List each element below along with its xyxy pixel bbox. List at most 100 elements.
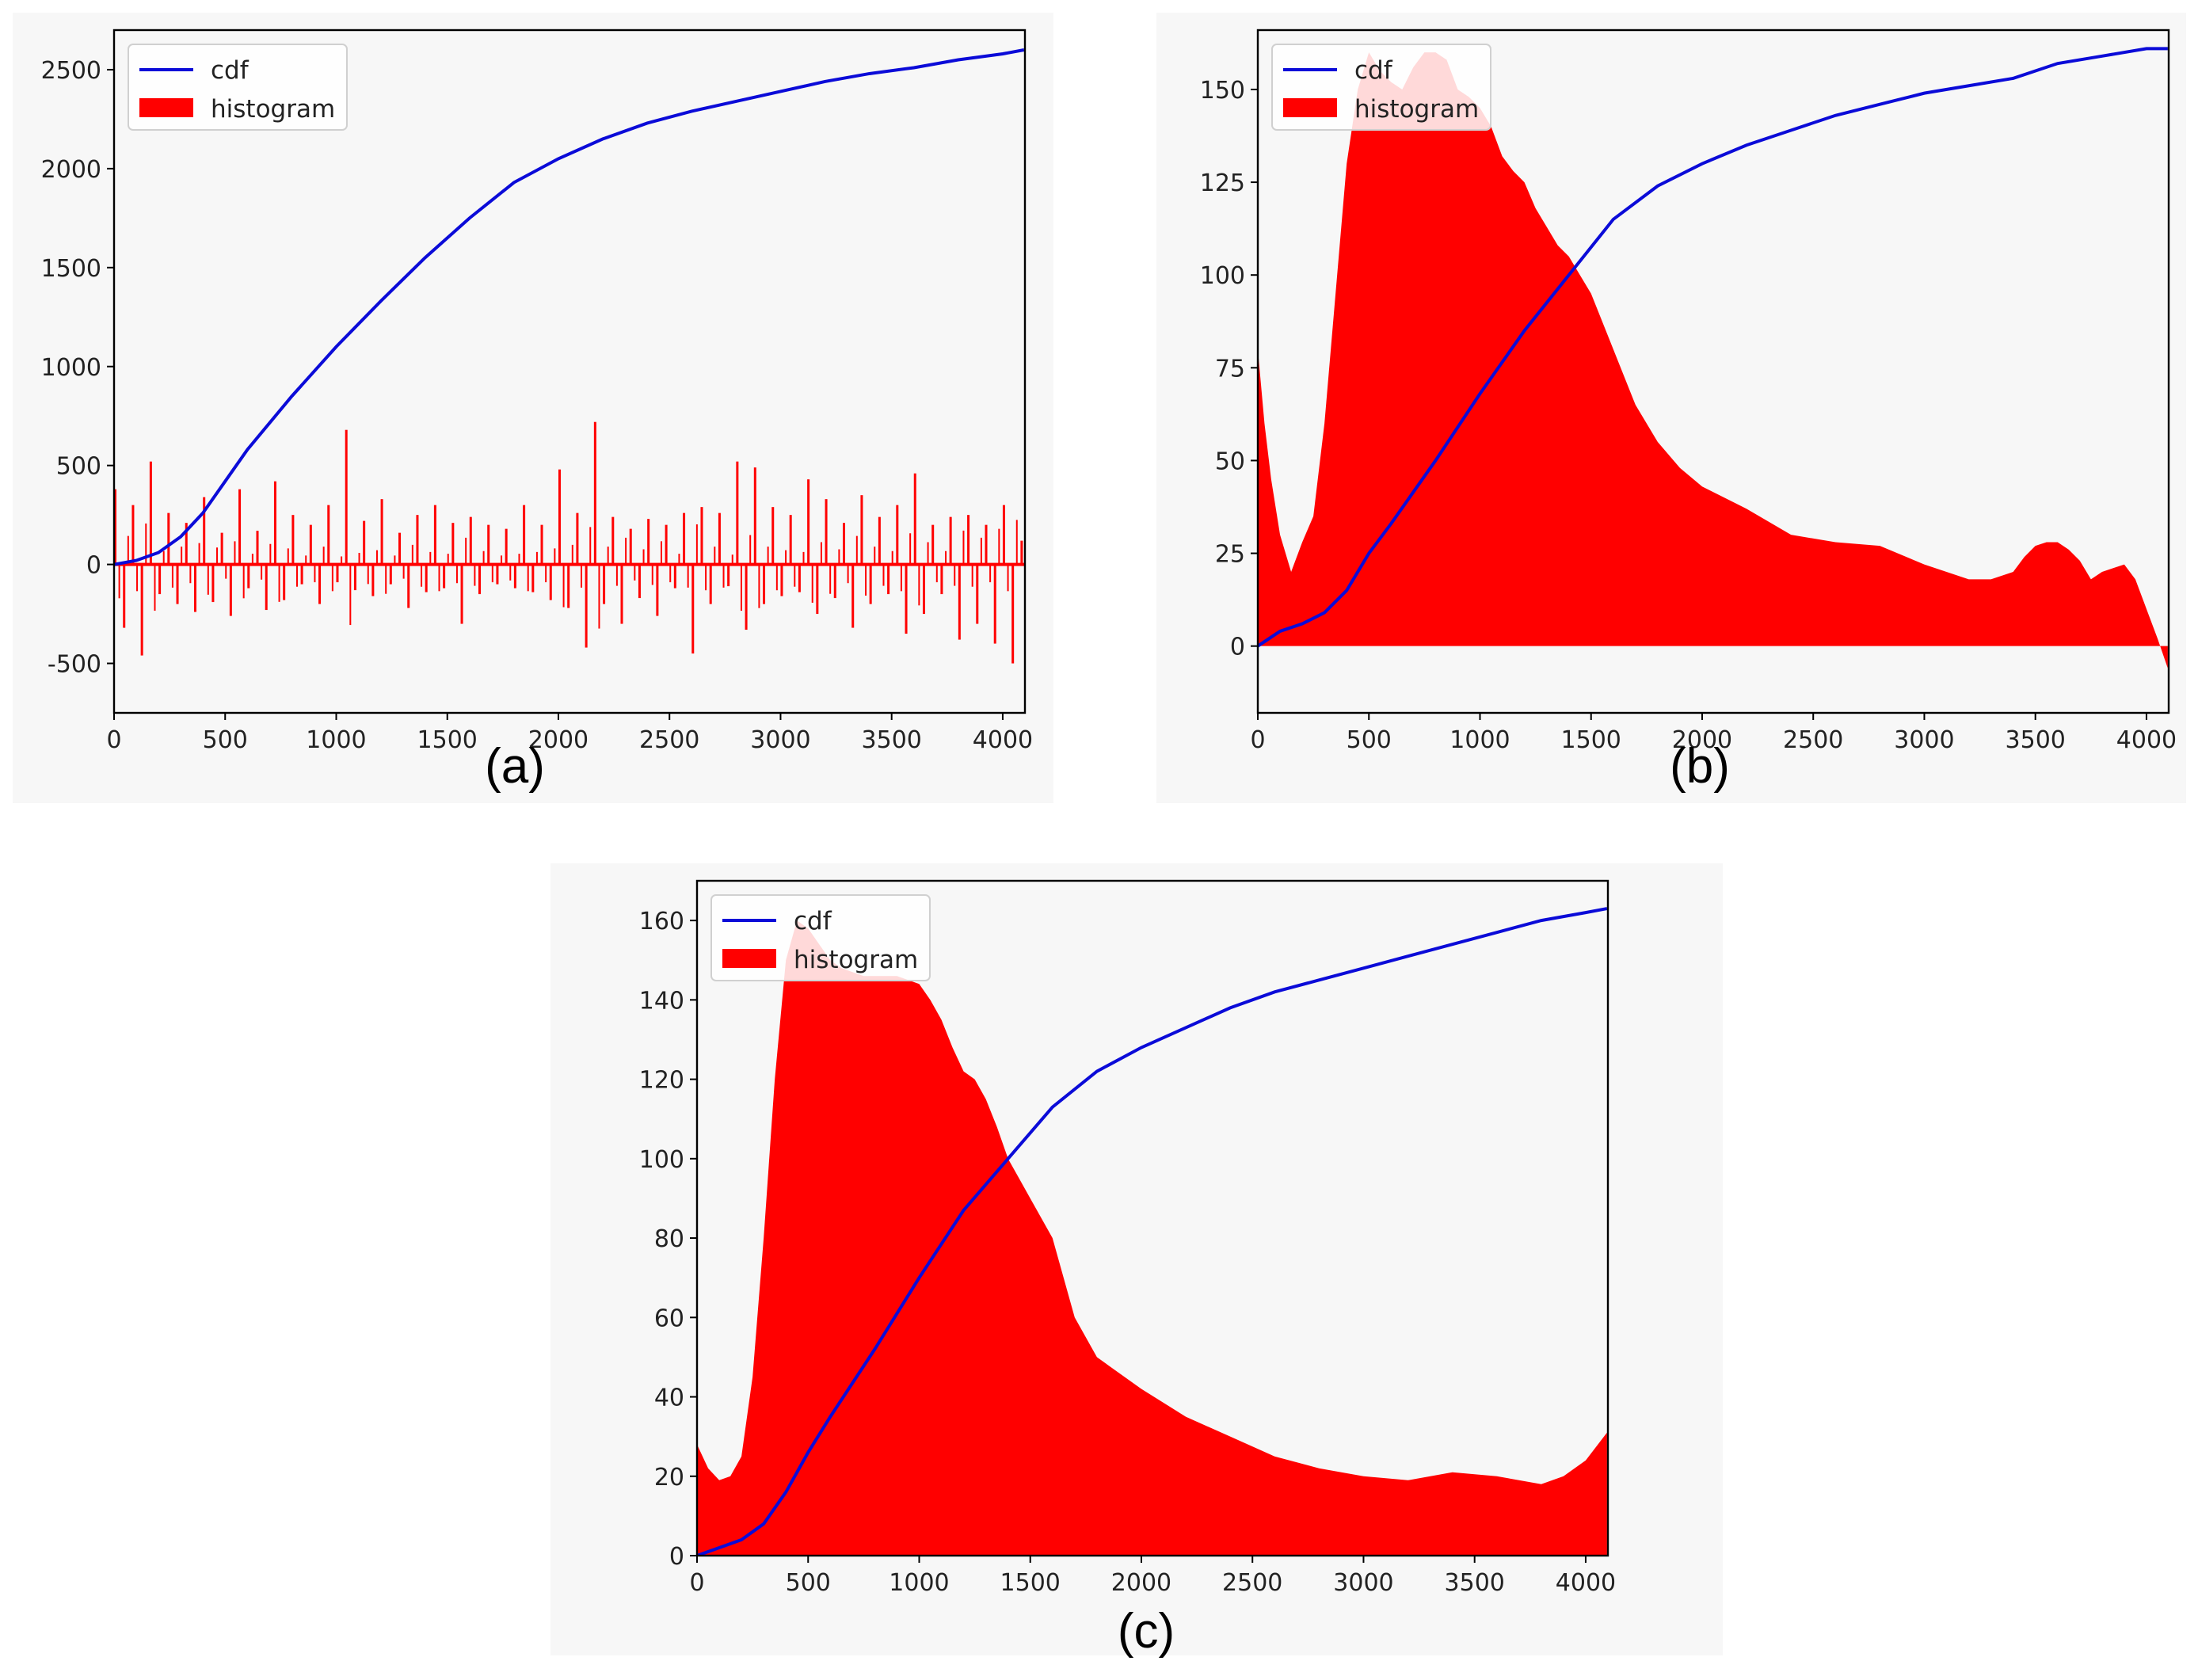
- chart-a-xtick-label: 500: [203, 726, 248, 754]
- chart-c-legend: cdf histogram: [710, 894, 931, 981]
- chart-b-ytick-label: 75: [1215, 355, 1245, 383]
- chart-a-histogram-bar: [620, 564, 623, 624]
- chart-c-ytick-label: 140: [639, 987, 684, 1015]
- chart-a-histogram-bar: [203, 497, 206, 565]
- chart-a-histogram-bar: [642, 549, 645, 565]
- chart-b-legend-cdf-label: cdf: [1354, 56, 1393, 85]
- chart-a-histogram-bar: [513, 564, 516, 589]
- chart-a-histogram-bar: [491, 564, 493, 583]
- chart-b-xtick-label: 500: [1347, 726, 1392, 754]
- chart-a-histogram-bar: [171, 564, 173, 588]
- chart-a-legend-histogram-swatch: [139, 98, 193, 117]
- chart-a-histogram-bar: [127, 535, 129, 565]
- chart-a-histogram-bar: [256, 531, 259, 565]
- chart-a-histogram-bar: [598, 564, 600, 629]
- chart-a-histogram-bar: [802, 551, 805, 565]
- chart-c-legend-histogram-swatch: [722, 949, 776, 968]
- chart-a-histogram-bar: [465, 537, 467, 565]
- chart-b-xtick-label: 2500: [1783, 726, 1843, 754]
- chart-a-histogram-bar: [353, 564, 356, 591]
- chart-a-histogram-bar: [154, 564, 156, 611]
- chart-a-histogram-bar: [794, 564, 796, 587]
- chart-a-histogram-bar: [843, 523, 845, 565]
- chart-a-histogram-bar: [576, 512, 579, 565]
- chart-a-histogram-bar: [291, 515, 295, 565]
- chart-a-histogram-bar: [469, 516, 472, 565]
- chart-c-cdf-line: [697, 907, 1608, 1556]
- chart-a-histogram-bar: [296, 564, 298, 587]
- chart-a-histogram-bar: [882, 564, 885, 586]
- chart-a-histogram-bar: [278, 564, 280, 602]
- chart-b-xtick-label: 2000: [1672, 726, 1732, 754]
- chart-a-histogram-bar: [780, 564, 783, 596]
- chart-a-histogram-bar: [683, 512, 686, 565]
- chart-a-histogram-bar: [300, 564, 303, 585]
- chart-a-xtick-label: 0: [106, 726, 121, 754]
- chart-a-histogram-bar: [709, 564, 712, 604]
- chart-a-histogram-bar: [820, 542, 822, 565]
- chart-a-histogram-bar: [629, 528, 632, 565]
- chart-a-histogram-bar: [385, 564, 387, 594]
- chart-a-histogram-bar: [593, 421, 596, 565]
- chart-a-histogram-bar: [283, 564, 286, 600]
- chart-a-histogram-bar: [909, 533, 912, 565]
- chart-a-histogram-bar: [411, 544, 413, 565]
- chart-a-plot-area: [114, 48, 1025, 664]
- chart-a-histogram-bar: [131, 505, 135, 565]
- chart-a-histogram-bar: [558, 469, 561, 565]
- chart-a-histogram-bar: [634, 564, 636, 581]
- chart-a-axes-frame: [112, 29, 1027, 714]
- chart-a-histogram-bar: [705, 564, 707, 591]
- chart-a-histogram-bar: [661, 541, 662, 565]
- chart-a-histogram-bar: [331, 564, 333, 592]
- chart-a-histogram-bar: [145, 523, 147, 565]
- chart-a-histogram-bar: [896, 505, 899, 565]
- chart-a-histogram-bar: [589, 527, 592, 565]
- chart-a-histogram-bar: [869, 564, 872, 604]
- chart-a-histogram-bar: [571, 544, 573, 565]
- chart-a-histogram-bar: [891, 550, 893, 565]
- chart-a-histogram-bar: [176, 564, 179, 604]
- chart-a-histogram-bar: [425, 564, 428, 592]
- chart-a-histogram-bar: [167, 512, 170, 565]
- chart-a-cdf-line: [114, 48, 1025, 566]
- chart-b-ytick-label: 0: [1230, 634, 1245, 661]
- chart-a-svg: 0 500 1000 1500 2000 2500 3000 3500 4000 -500 0 500…: [41, 29, 1033, 794]
- chart-a-histogram-bar: [656, 564, 659, 616]
- chart-a-histogram-bar: [638, 564, 641, 599]
- chart-a-histogram-bar: [700, 507, 703, 565]
- chart-a-histogram-bar: [989, 564, 992, 583]
- chart-a-histogram-bar: [971, 564, 973, 587]
- chart-a-histogram-bar: [407, 564, 410, 608]
- chart-b-legend-histogram-label: histogram: [1354, 95, 1479, 124]
- chart-a-histogram-bar: [389, 564, 392, 585]
- chart-a-histogram-bar: [261, 564, 263, 580]
- chart-a-histogram-bar: [962, 530, 965, 565]
- chart-a-histogram-bar: [562, 564, 565, 608]
- chart-a-histogram-bar: [567, 564, 570, 608]
- chart-a-histogram-bar: [443, 564, 446, 589]
- chart-a-xtick-label: 3500: [862, 726, 922, 754]
- chart-a-histogram-bar: [273, 481, 276, 565]
- chart-a-histogram-bar: [829, 564, 832, 594]
- chart-a-histogram-bar: [1002, 505, 1005, 565]
- chart-a-histogram-bar: [402, 564, 405, 579]
- chart-a-histogram-bar: [745, 564, 748, 630]
- chart-c-plot-area: [697, 907, 1608, 1556]
- chart-a-histogram-bar: [149, 461, 152, 565]
- chart-a-histogram-bar: [371, 564, 375, 596]
- chart-a-histogram-bar: [958, 564, 961, 640]
- chart-a-histogram-bar: [238, 489, 242, 565]
- chart-a-xtick-label: 2000: [528, 726, 589, 754]
- chart-a-legend-cdf-label: cdf: [211, 56, 250, 85]
- chart-b-xtick-label: 4000: [2116, 726, 2177, 754]
- chart-a-histogram-bar: [496, 564, 499, 585]
- chart-a-histogram-bar: [398, 532, 402, 565]
- chart-b-legend-histogram-swatch: [1283, 98, 1337, 117]
- chart-a-histogram-baseline: [114, 562, 1025, 566]
- chart-a-histogram-bar: [665, 524, 668, 565]
- chart-a-histogram-bar: [785, 550, 787, 565]
- chart-panel-b: 0 500 1000 1500 2000 2500 3000 3500 4000 0 25 50 75 1…: [1156, 13, 2186, 803]
- chart-c-xtick-label: 1500: [1000, 1569, 1061, 1597]
- chart-c-xtick-label: 3500: [1445, 1569, 1505, 1597]
